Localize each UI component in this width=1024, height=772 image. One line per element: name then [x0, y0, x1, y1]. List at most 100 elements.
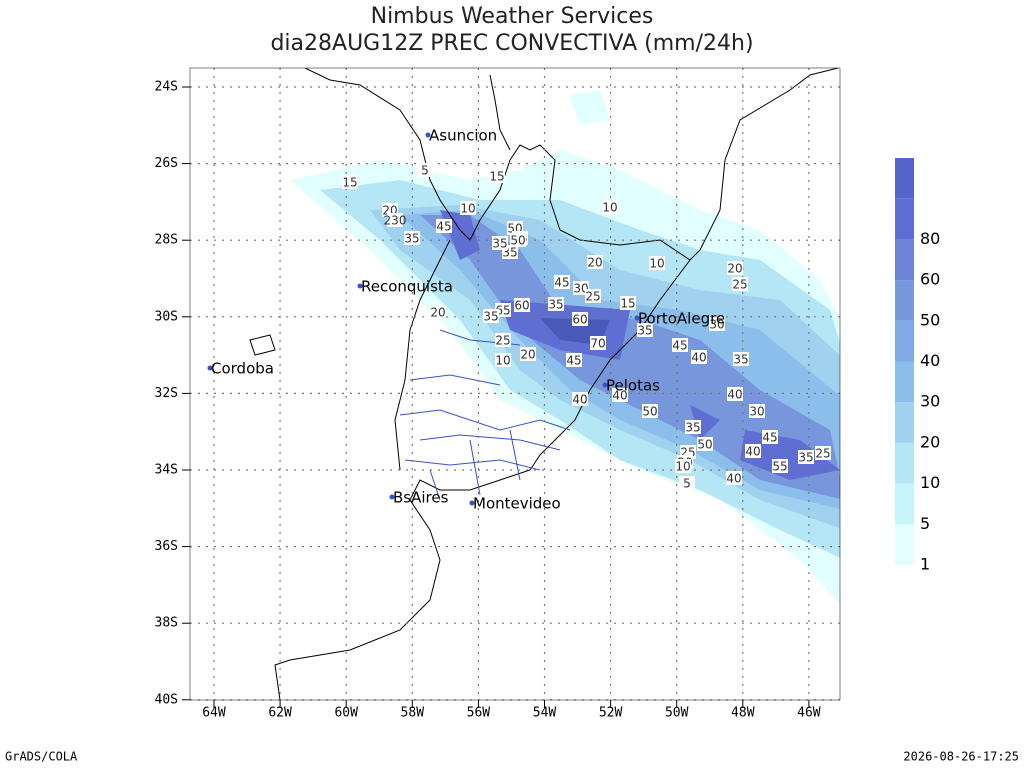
contour-label-bg [566, 353, 582, 367]
contour-label-bg [815, 446, 831, 460]
contour-label: 45 [554, 276, 569, 290]
legend-swatch [895, 442, 914, 484]
contour-label-bg [510, 233, 526, 247]
city-label: Cordoba [211, 360, 274, 378]
contour-label-bg [685, 420, 701, 434]
contour-label: 35 [404, 232, 419, 246]
legend-swatch [895, 402, 914, 443]
legend-label: 80 [920, 229, 940, 248]
legend-label: 20 [920, 432, 940, 451]
contour-label: 20 [520, 348, 535, 362]
contour-label: 15 [489, 170, 504, 184]
contour-label-bg [732, 277, 748, 291]
contour-label: 15 [342, 176, 357, 190]
contour-label: 45 [762, 431, 777, 445]
contour-label: 10 [675, 460, 690, 474]
contour-label-bg [587, 255, 603, 269]
legend-label: 40 [920, 351, 940, 370]
legend-swatch [895, 158, 914, 199]
city-dot [357, 283, 363, 289]
contour-label-bg [691, 350, 707, 364]
contour-label: 35 [685, 421, 700, 435]
contour-label: 45 [566, 354, 581, 368]
contour-label-bg [590, 336, 606, 350]
contour-label: 35 [548, 298, 563, 312]
contour-label: 35 [492, 237, 507, 251]
contour-label-bg [612, 388, 628, 402]
contour-label-bg [492, 236, 508, 250]
contour-label-bg [387, 213, 403, 227]
city-dot [425, 132, 431, 138]
contour-label-bg [585, 289, 601, 303]
contour-label: 20 [727, 262, 742, 276]
city-label: Asuncion [429, 127, 497, 145]
contour-label: 230 [384, 214, 407, 228]
legend-swatch [895, 524, 914, 565]
city-dot [207, 365, 213, 371]
legend-label: 1 [920, 555, 930, 574]
legend-label: 30 [920, 392, 940, 411]
legend-label: 50 [920, 310, 940, 329]
city-dot [602, 382, 608, 388]
contour-label: 35 [637, 324, 652, 338]
contour-label: 35 [798, 451, 813, 465]
contour-label-bg [672, 338, 688, 352]
lon-label: 56W [467, 706, 491, 721]
contour-label: 10 [495, 354, 510, 368]
lat-label: 34S [155, 463, 178, 478]
contour-label: 60 [514, 299, 529, 313]
contour-label-bg [749, 404, 765, 418]
frame [189, 67, 841, 701]
contour-label: 15 [620, 297, 635, 311]
contour-label-bg [572, 392, 588, 406]
city-dot [389, 494, 395, 500]
lon-label: 46W [797, 706, 821, 721]
legend-swatch [895, 239, 914, 281]
contour-label-bg [572, 312, 588, 326]
lat-label: 26S [155, 156, 178, 171]
contour-label: 30 [749, 405, 764, 419]
contour-label-bg [520, 347, 536, 361]
contour-label-bg [798, 450, 814, 464]
legend-swatch [895, 483, 914, 525]
lat-label: 28S [155, 233, 178, 248]
city-label: Pelotas [606, 377, 660, 395]
contour-label-bg [709, 317, 725, 331]
contour-label: 20 [430, 306, 445, 320]
contour-label-bg [727, 261, 743, 275]
contour-label-bg [637, 323, 653, 337]
legend-swatch [895, 280, 914, 321]
lon-label: 52W [599, 706, 623, 721]
contour-label: 25 [732, 278, 747, 292]
contour-label-bg [602, 200, 618, 214]
legend-label: 5 [920, 514, 930, 533]
legend-label: 60 [920, 270, 940, 289]
lon-label: 54W [533, 706, 557, 721]
city-label: Montevideo [473, 495, 561, 513]
contour-label: 45 [436, 220, 451, 234]
contour-label-bg [733, 352, 749, 366]
contour-label-bg [417, 163, 433, 177]
contour-label: 5 [421, 164, 429, 178]
contour-label: 40 [726, 472, 741, 486]
city-dot [469, 500, 475, 506]
lat-label: 38S [155, 616, 178, 631]
contour-label: 40 [612, 389, 627, 403]
contour-label-bg [489, 169, 505, 183]
city-dot [634, 315, 640, 321]
contour-label-bg [430, 305, 446, 319]
contour-label: 40 [727, 388, 742, 402]
contour-label-bg [483, 309, 499, 323]
contour-label-bg [495, 333, 511, 347]
lon-label: 48W [731, 706, 755, 721]
contour-label-bg [675, 459, 691, 473]
legend-swatch [895, 198, 914, 240]
lat-label: 32S [155, 386, 178, 401]
lat-label: 24S [155, 80, 178, 95]
contour-label-bg [697, 437, 713, 451]
contour-label: 5 [683, 477, 691, 491]
contour-label: 70 [590, 337, 605, 351]
contour-label: 10 [649, 257, 664, 271]
contour-label: 65 [495, 304, 510, 318]
